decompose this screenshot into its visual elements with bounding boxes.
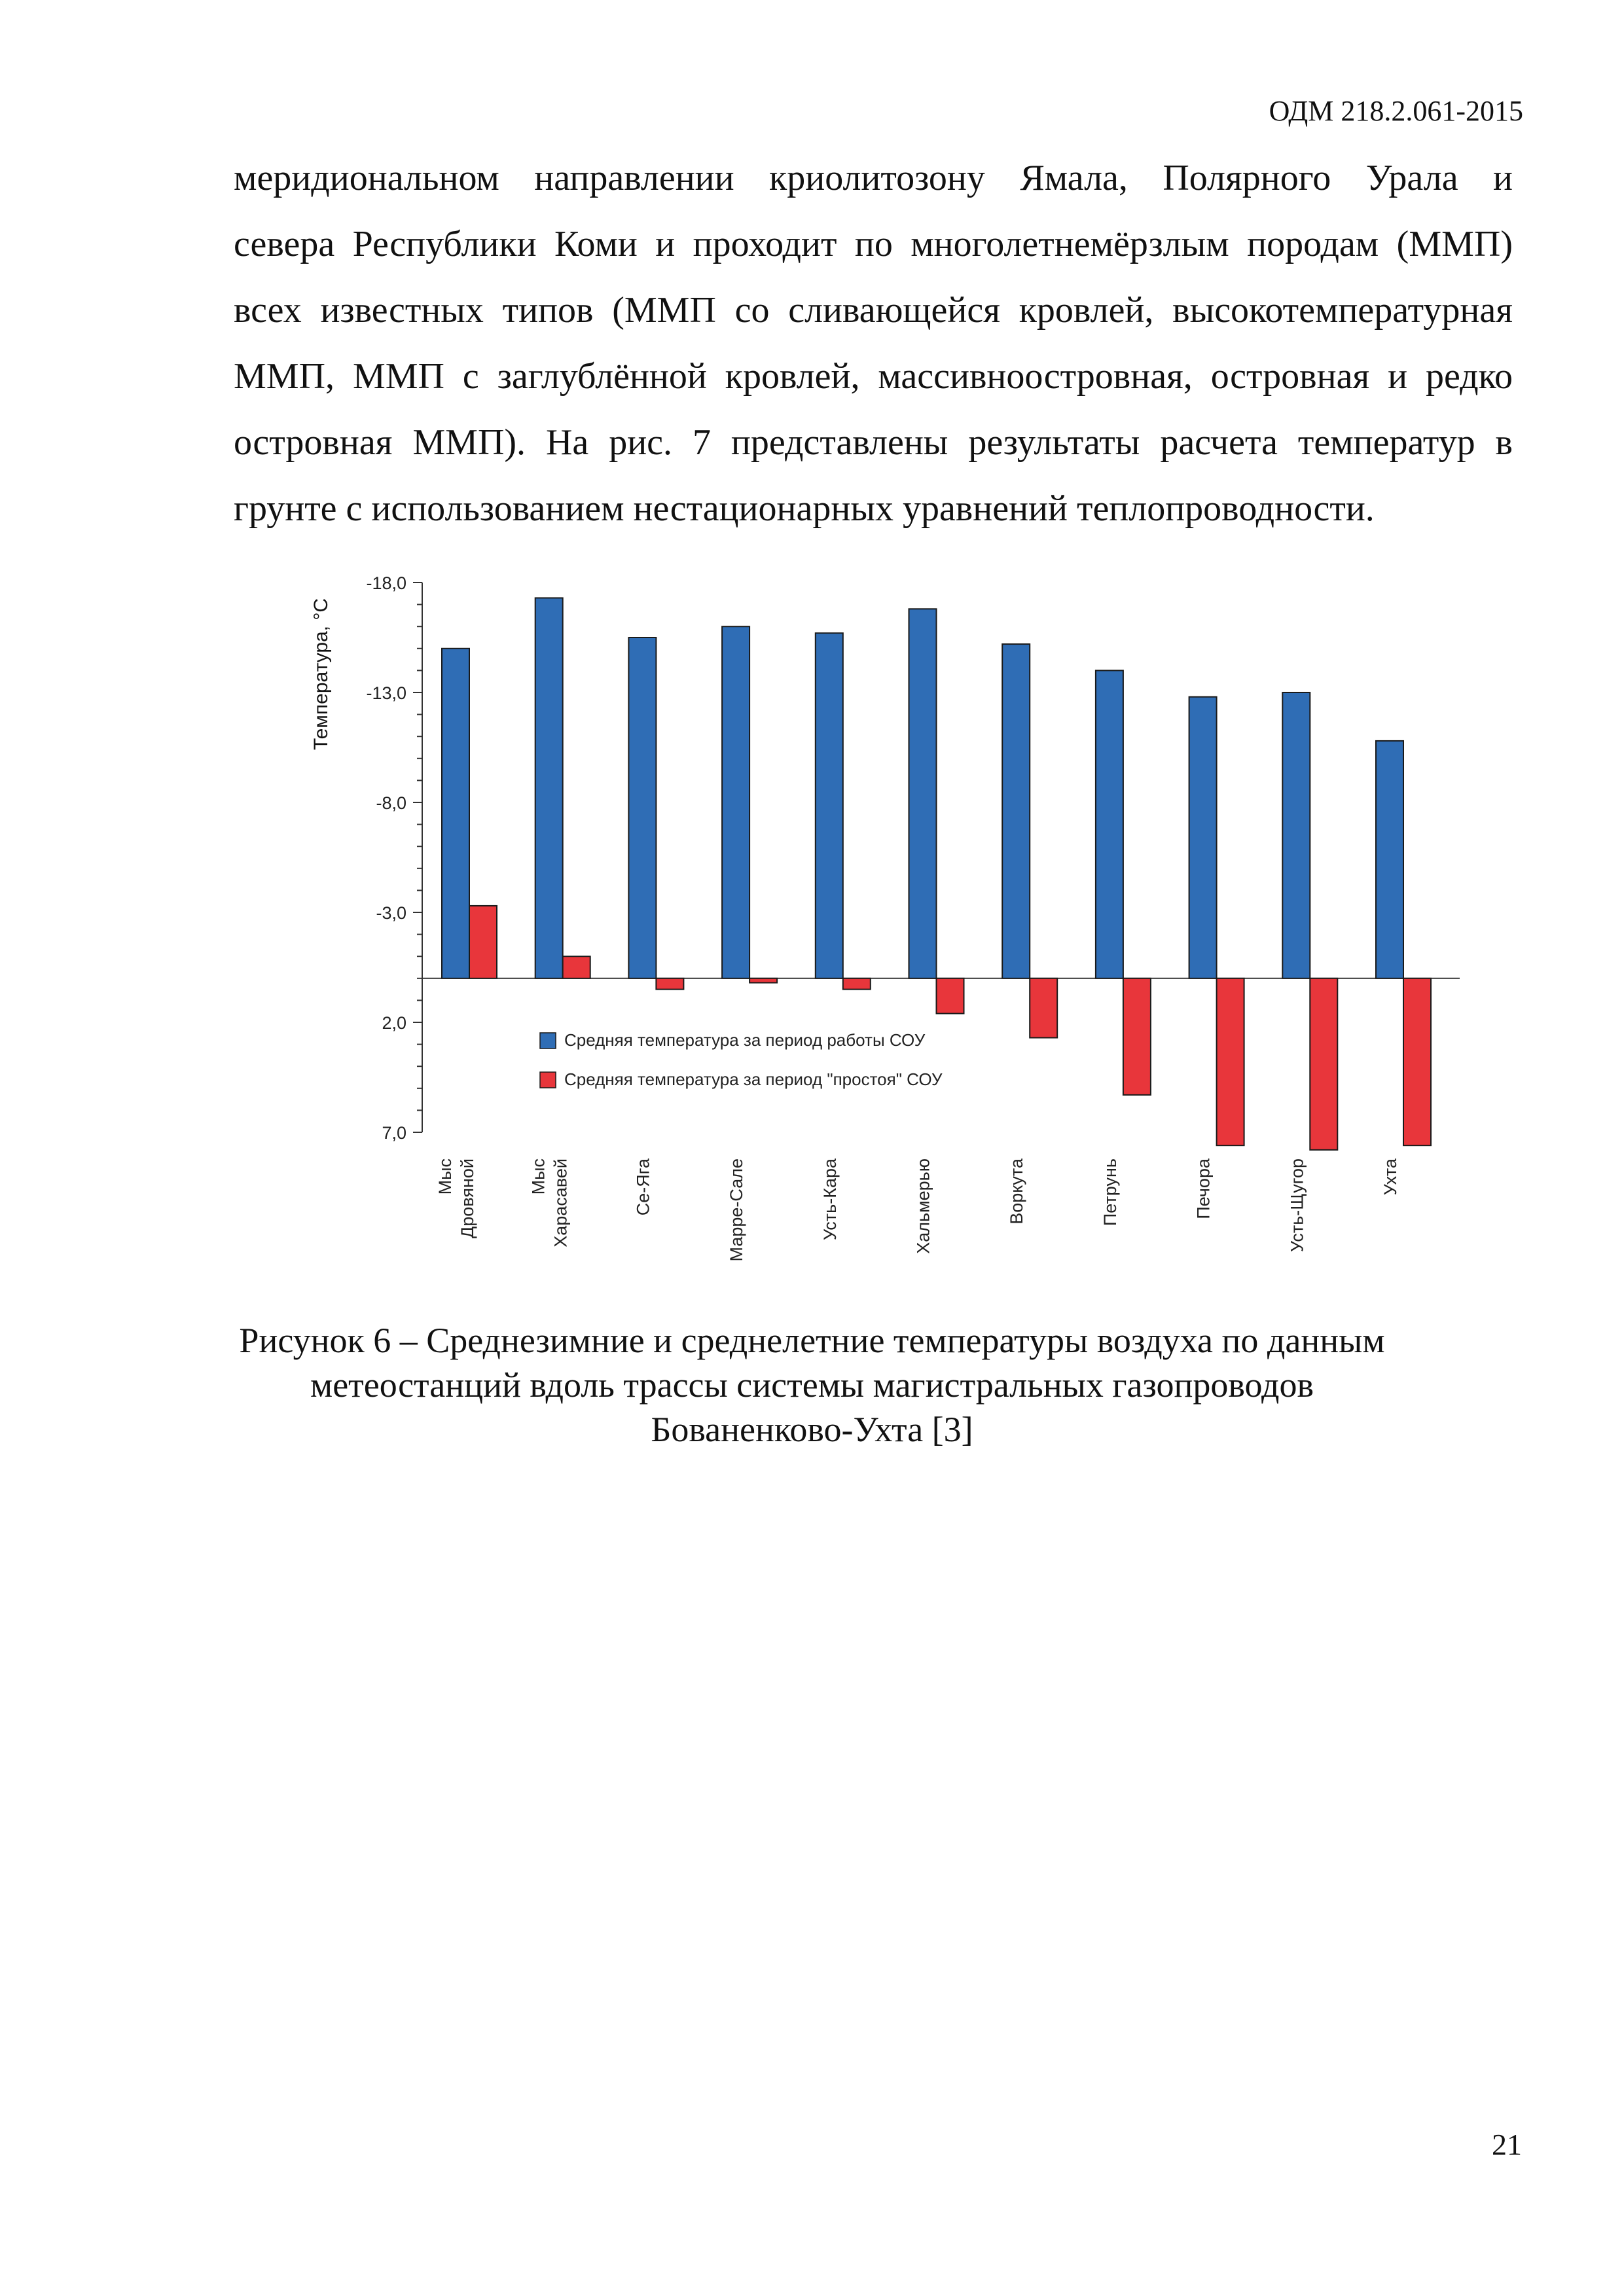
category-label-line: Марре-Сале xyxy=(727,1158,746,1261)
bar-idle-period xyxy=(1309,977,1339,1151)
legend-swatch xyxy=(539,1071,556,1088)
category-label: Петрунь xyxy=(1100,1158,1120,1226)
document-code: ОДМ 218.2.061-2015 xyxy=(1269,95,1523,127)
category-label-line: Усть-Щугор xyxy=(1287,1158,1307,1252)
category-label: Усть-Кара xyxy=(820,1158,840,1240)
y-tick-label: 2,0 xyxy=(382,1013,406,1033)
caption-line: метеостанций вдоль трассы системы магист… xyxy=(310,1365,1314,1405)
bar-working-period xyxy=(441,647,470,979)
category-label-line: Петрунь xyxy=(1100,1158,1120,1226)
category-label-line: Ухта xyxy=(1380,1158,1400,1195)
legend-label: Средняя температура за период работы СОУ xyxy=(564,1030,926,1050)
y-tick-label: -13,0 xyxy=(366,683,406,703)
body-paragraph: меридиональном направлении криолитозону … xyxy=(234,145,1513,542)
category-label-line: Хальмерью xyxy=(914,1158,933,1254)
bar-working-period xyxy=(1094,670,1124,979)
body-line: всех известных типов (ММП со сливающейся… xyxy=(234,290,1513,331)
bar-working-period xyxy=(908,608,937,979)
category-label-line: Усть-Кара xyxy=(820,1158,840,1240)
bar-working-period xyxy=(534,597,564,979)
y-tick-label: -8,0 xyxy=(376,793,406,813)
category-label-line: Мыс xyxy=(529,1158,549,1194)
bar-working-period xyxy=(1375,740,1404,979)
category-label: Хальмерью xyxy=(914,1158,933,1254)
bar-working-period xyxy=(814,632,844,979)
category-label: Печора xyxy=(1194,1158,1214,1219)
bar-working-period xyxy=(628,637,657,979)
category-label: Усть-Щугор xyxy=(1287,1158,1307,1252)
bar-working-period xyxy=(1001,643,1031,979)
y-axis-label: Температура, °C xyxy=(310,598,332,750)
caption-line: Бованенково-Ухта [3] xyxy=(651,1410,973,1449)
category-label-line: Воркута xyxy=(1007,1158,1026,1225)
bar-idle-period xyxy=(1216,977,1245,1147)
temperature-chart: Температура, °C -18,0 -13,0 -8,0 -3,0 2,0 7,0… xyxy=(288,550,1519,1296)
y-tick-label: -3,0 xyxy=(376,903,406,923)
bar-working-period xyxy=(1188,696,1218,979)
bar-idle-period xyxy=(749,977,778,984)
body-line: севера Республики Коми и проходит по мно… xyxy=(234,224,1513,264)
bar-idle-period xyxy=(935,977,965,1014)
category-label: Марре-Сале xyxy=(727,1158,746,1261)
category-label: Се-Яга xyxy=(633,1158,653,1215)
bar-working-period xyxy=(1282,692,1311,979)
bar-idle-period xyxy=(1029,977,1058,1039)
caption-line: Рисунок 6 – Среднезимние и среднелетние … xyxy=(239,1321,1385,1360)
category-label: Мыс Харасавей xyxy=(529,1158,571,1247)
body-line: островная ММП). На рис. 7 представлены р… xyxy=(234,422,1513,463)
bar-idle-period xyxy=(562,956,591,979)
category-label: Воркута xyxy=(1007,1158,1026,1225)
category-label-line: Харасавей xyxy=(551,1158,571,1247)
category-label-line: Дровяной xyxy=(458,1158,477,1238)
bar-idle-period xyxy=(655,977,685,990)
bar-working-period xyxy=(721,626,751,979)
legend-swatch xyxy=(539,1032,556,1049)
body-line: меридиональном направлении криолитозону … xyxy=(234,158,1513,198)
bar-idle-period xyxy=(469,905,497,979)
body-line: грунте с использованием нестационарных у… xyxy=(234,488,1375,529)
figure-caption: Рисунок 6 – Среднезимние и среднелетние … xyxy=(131,1318,1493,1452)
category-label: Ухта xyxy=(1380,1158,1400,1195)
bar-idle-period xyxy=(1403,977,1432,1147)
category-label-line: Мыс xyxy=(435,1158,455,1194)
bar-idle-period xyxy=(842,977,871,990)
legend-label: Средняя температура за период "простоя" … xyxy=(564,1069,943,1089)
y-tick-label: 7,0 xyxy=(382,1123,406,1143)
bar-idle-period xyxy=(1122,977,1151,1096)
category-label-line: Печора xyxy=(1194,1158,1214,1219)
chart-svg: Температура, °C -18,0 -13,0 -8,0 -3,0 2,0 7,0… xyxy=(310,573,1460,1261)
page-number: 21 xyxy=(1492,2128,1522,2161)
y-tick-label: -18,0 xyxy=(366,573,406,593)
category-label-line: Се-Яга xyxy=(633,1158,653,1215)
category-label: Мыс Дровяной xyxy=(435,1158,477,1238)
body-line: ММП, ММП с заглублённой кровлей, массивн… xyxy=(234,356,1513,397)
